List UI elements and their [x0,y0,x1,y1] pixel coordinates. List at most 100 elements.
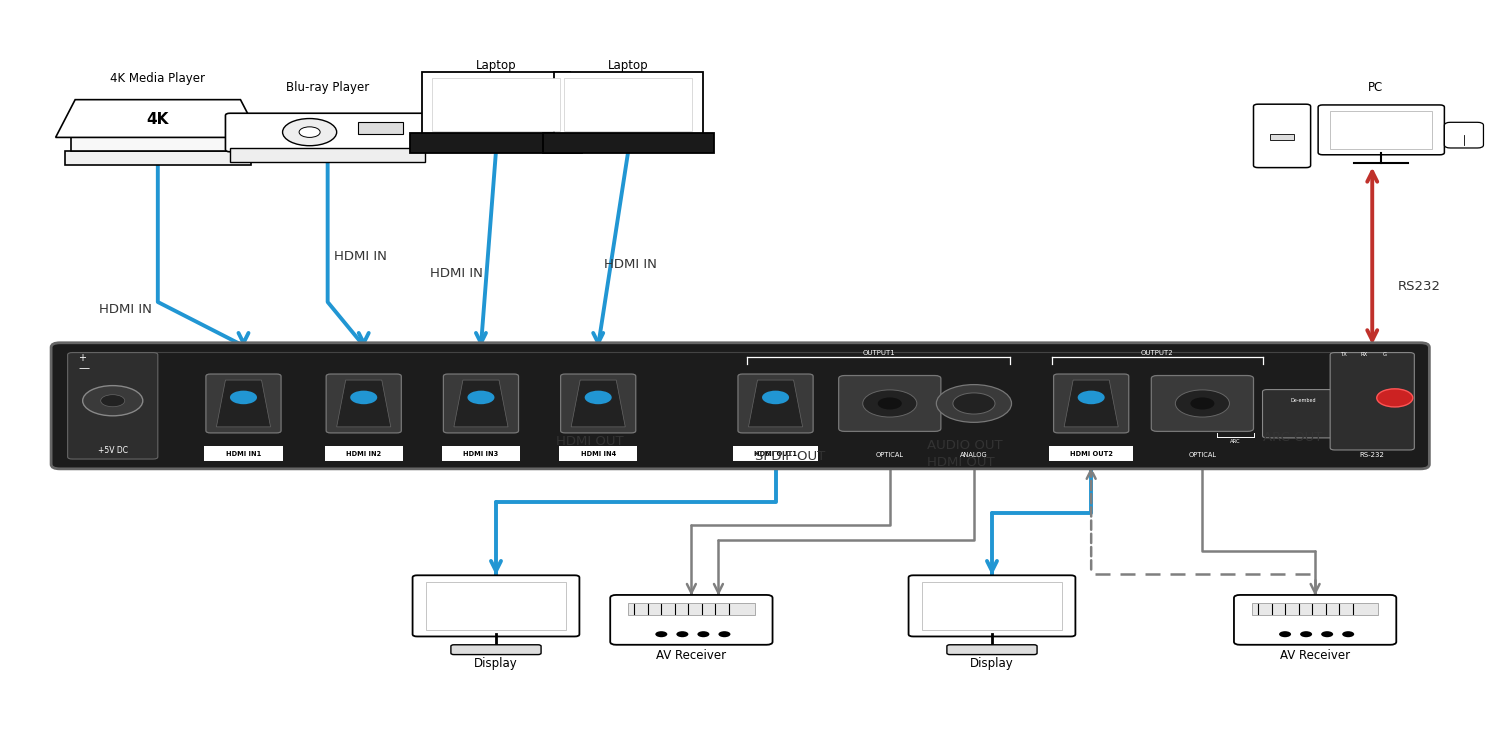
FancyBboxPatch shape [1252,603,1378,615]
Circle shape [1190,397,1214,409]
Text: HDMI IN: HDMI IN [430,267,482,280]
FancyBboxPatch shape [1330,353,1414,450]
Circle shape [676,631,688,637]
FancyBboxPatch shape [1270,134,1294,140]
Polygon shape [216,380,271,427]
Circle shape [1300,631,1312,637]
Text: SPDIF OUT: SPDIF OUT [755,450,825,464]
FancyBboxPatch shape [610,595,773,645]
FancyBboxPatch shape [230,148,425,162]
Text: HDMI IN: HDMI IN [99,303,152,316]
Text: De-embed: De-embed [1290,399,1317,403]
Circle shape [655,631,667,637]
FancyBboxPatch shape [443,374,519,433]
Text: Laptop: Laptop [607,59,649,72]
Text: AV Receiver: AV Receiver [1281,649,1350,662]
Text: TX: TX [1341,353,1348,357]
Text: OPTICAL: OPTICAL [1189,452,1216,458]
Text: AV Receiver: AV Receiver [657,649,726,662]
Text: —: — [78,363,89,374]
Text: HDMI OUT1: HDMI OUT1 [755,451,797,457]
FancyBboxPatch shape [451,645,541,655]
Text: 4K: 4K [147,112,168,127]
FancyBboxPatch shape [358,122,403,134]
FancyBboxPatch shape [1330,111,1432,149]
Circle shape [1321,631,1333,637]
Text: Display: Display [969,657,1015,670]
Text: PC: PC [1368,82,1383,94]
Text: OUTPUT1: OUTPUT1 [863,350,894,356]
Polygon shape [454,380,508,427]
Text: ARC OUT: ARC OUT [1263,431,1323,445]
FancyBboxPatch shape [738,374,813,433]
FancyBboxPatch shape [204,446,283,461]
FancyBboxPatch shape [1049,446,1133,461]
FancyBboxPatch shape [908,575,1076,636]
FancyBboxPatch shape [51,343,1429,469]
FancyBboxPatch shape [839,375,941,431]
FancyBboxPatch shape [559,446,637,461]
FancyBboxPatch shape [543,133,714,153]
FancyBboxPatch shape [1054,374,1129,433]
FancyBboxPatch shape [553,72,703,136]
Circle shape [585,390,612,404]
FancyBboxPatch shape [628,603,755,615]
Text: +5V DC: +5V DC [98,446,128,455]
Polygon shape [1064,380,1118,427]
Polygon shape [748,380,803,427]
FancyBboxPatch shape [412,575,580,636]
FancyBboxPatch shape [947,645,1037,655]
Text: HDMI IN: HDMI IN [604,257,657,271]
FancyBboxPatch shape [733,446,818,461]
Text: Blu-ray Player: Blu-ray Player [286,81,370,94]
Circle shape [1078,390,1105,404]
Circle shape [953,393,995,414]
Circle shape [863,390,917,417]
Text: +: + [78,353,86,363]
FancyBboxPatch shape [923,582,1061,630]
FancyBboxPatch shape [68,353,158,459]
FancyBboxPatch shape [225,113,430,152]
Text: HDMI IN2: HDMI IN2 [346,451,382,457]
Circle shape [283,119,337,146]
Circle shape [697,631,709,637]
FancyBboxPatch shape [326,374,401,433]
FancyBboxPatch shape [1444,122,1483,148]
Text: ARC: ARC [1229,439,1241,444]
Text: RS-232: RS-232 [1360,452,1384,458]
FancyBboxPatch shape [433,78,561,131]
Circle shape [1342,631,1354,637]
FancyBboxPatch shape [71,137,245,151]
FancyBboxPatch shape [410,133,582,153]
Text: HDMI OUT2: HDMI OUT2 [1070,451,1112,457]
FancyBboxPatch shape [442,446,520,461]
Text: HDMI IN3: HDMI IN3 [463,451,499,457]
Circle shape [1377,389,1413,407]
Text: HDMI IN: HDMI IN [334,250,386,263]
Text: AUDIO OUT: AUDIO OUT [927,439,1003,452]
FancyBboxPatch shape [1318,105,1444,155]
FancyBboxPatch shape [565,78,693,131]
FancyBboxPatch shape [325,446,403,461]
FancyBboxPatch shape [427,582,567,630]
FancyBboxPatch shape [1151,375,1254,431]
FancyBboxPatch shape [1234,595,1396,645]
Text: HDMI IN1: HDMI IN1 [225,451,262,457]
Text: OUTPUT2: OUTPUT2 [1141,350,1174,356]
FancyBboxPatch shape [1254,104,1311,168]
Circle shape [101,395,125,407]
Circle shape [83,386,143,416]
Text: HDMI OUT: HDMI OUT [556,435,624,448]
Circle shape [718,631,730,637]
Circle shape [299,127,320,137]
Circle shape [762,390,789,404]
Text: HDMI OUT: HDMI OUT [927,455,995,469]
FancyBboxPatch shape [1263,390,1344,438]
FancyBboxPatch shape [421,72,571,136]
Text: Display: Display [473,657,519,670]
Polygon shape [56,100,260,137]
Polygon shape [337,380,391,427]
Text: HDMI IN4: HDMI IN4 [580,451,616,457]
Circle shape [1279,631,1291,637]
Circle shape [878,397,902,409]
